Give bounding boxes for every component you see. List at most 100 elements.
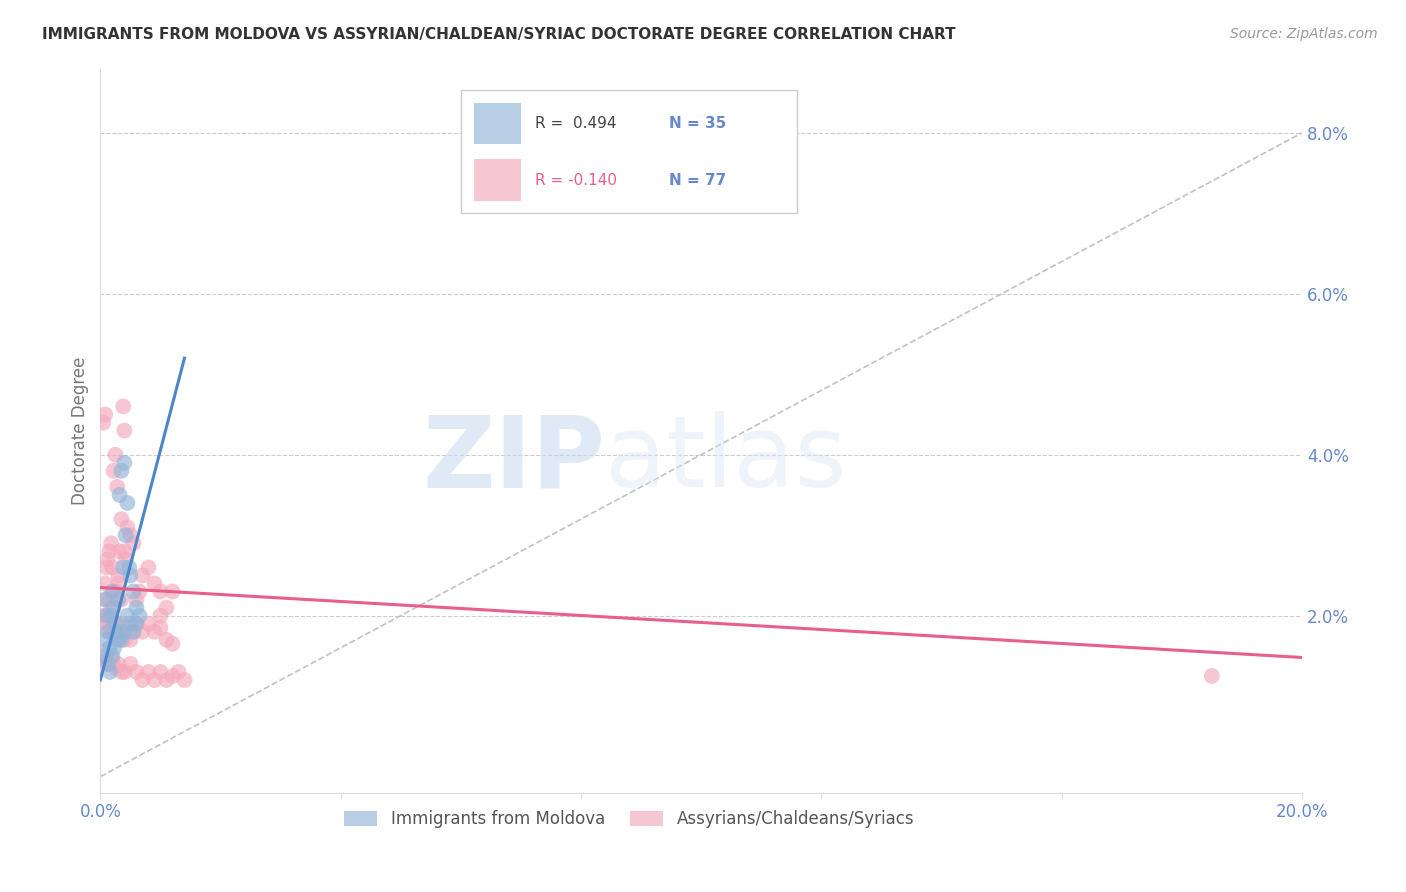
Point: [117, 496, 139, 510]
Point: [131, 673, 153, 687]
Point: [122, 536, 145, 550]
Point: [101, 624, 124, 639]
Point: [162, 637, 184, 651]
Point: [97, 552, 120, 566]
Point: [96, 632, 118, 647]
Point: [101, 560, 124, 574]
Y-axis label: Doctorate Degree: Doctorate Degree: [72, 357, 89, 505]
Point: [97, 657, 120, 671]
Legend: Immigrants from Moldova, Assyrians/Chaldeans/Syriacs: Immigrants from Moldova, Assyrians/Chald…: [337, 804, 921, 835]
Point: [94, 408, 117, 422]
Point: [143, 673, 166, 687]
Point: [122, 584, 145, 599]
Point: [93, 608, 115, 623]
Point: [117, 624, 139, 639]
Point: [155, 673, 177, 687]
Point: [110, 592, 132, 607]
Point: [155, 600, 177, 615]
Point: [98, 640, 121, 655]
Point: [100, 608, 122, 623]
Point: [94, 592, 117, 607]
Point: [122, 624, 145, 639]
Point: [94, 616, 117, 631]
Point: [125, 592, 148, 607]
Point: [125, 600, 148, 615]
Point: [96, 560, 118, 574]
Point: [105, 629, 128, 643]
Point: [138, 665, 160, 679]
Point: [110, 616, 132, 631]
Point: [167, 665, 190, 679]
Point: [112, 560, 135, 574]
Point: [104, 661, 127, 675]
Point: [110, 632, 132, 647]
Text: IMMIGRANTS FROM MOLDOVA VS ASSYRIAN/CHALDEAN/SYRIAC DOCTORATE DEGREE CORRELATION: IMMIGRANTS FROM MOLDOVA VS ASSYRIAN/CHAL…: [42, 27, 956, 42]
Point: [117, 520, 139, 534]
Point: [94, 576, 117, 591]
Point: [108, 544, 131, 558]
Point: [112, 665, 135, 679]
Point: [125, 616, 148, 631]
Point: [125, 665, 148, 679]
Point: [138, 560, 160, 574]
Point: [108, 488, 131, 502]
Point: [149, 621, 172, 635]
Point: [107, 624, 129, 639]
Point: [1201, 669, 1223, 683]
Point: [128, 608, 150, 623]
Point: [110, 464, 132, 478]
Point: [100, 536, 122, 550]
Point: [105, 584, 128, 599]
Point: [98, 657, 121, 671]
Point: [97, 624, 120, 639]
Point: [128, 584, 150, 599]
Point: [98, 665, 121, 679]
Point: [120, 657, 142, 671]
Point: [143, 576, 166, 591]
Point: [103, 640, 125, 655]
Point: [118, 560, 141, 574]
Point: [125, 616, 148, 631]
Point: [97, 616, 120, 631]
Point: [120, 632, 142, 647]
Point: [104, 616, 127, 631]
Point: [96, 608, 118, 623]
Point: [98, 592, 121, 607]
Point: [103, 600, 125, 615]
Point: [98, 624, 121, 639]
Point: [131, 624, 153, 639]
Point: [105, 480, 128, 494]
Point: [97, 608, 120, 623]
Point: [110, 512, 132, 526]
Point: [104, 616, 127, 631]
Point: [107, 657, 129, 671]
Point: [112, 456, 135, 470]
Point: [93, 645, 115, 659]
Point: [112, 624, 135, 639]
Point: [101, 600, 124, 615]
Point: [149, 584, 172, 599]
Text: atlas: atlas: [605, 411, 846, 508]
Point: [173, 673, 195, 687]
Point: [105, 624, 128, 639]
Point: [94, 657, 117, 671]
Point: [117, 608, 139, 623]
Point: [103, 584, 125, 599]
Point: [162, 669, 184, 683]
Point: [101, 653, 124, 667]
Point: [120, 568, 142, 582]
Point: [104, 448, 127, 462]
Point: [101, 648, 124, 663]
Point: [96, 592, 118, 607]
Point: [114, 528, 136, 542]
Text: ZIP: ZIP: [422, 411, 605, 508]
Point: [149, 608, 172, 623]
Point: [93, 416, 115, 430]
Point: [149, 665, 172, 679]
Point: [97, 653, 120, 667]
Point: [101, 584, 124, 599]
Point: [112, 424, 135, 438]
Point: [162, 584, 184, 599]
Point: [107, 592, 129, 607]
Point: [112, 544, 135, 558]
